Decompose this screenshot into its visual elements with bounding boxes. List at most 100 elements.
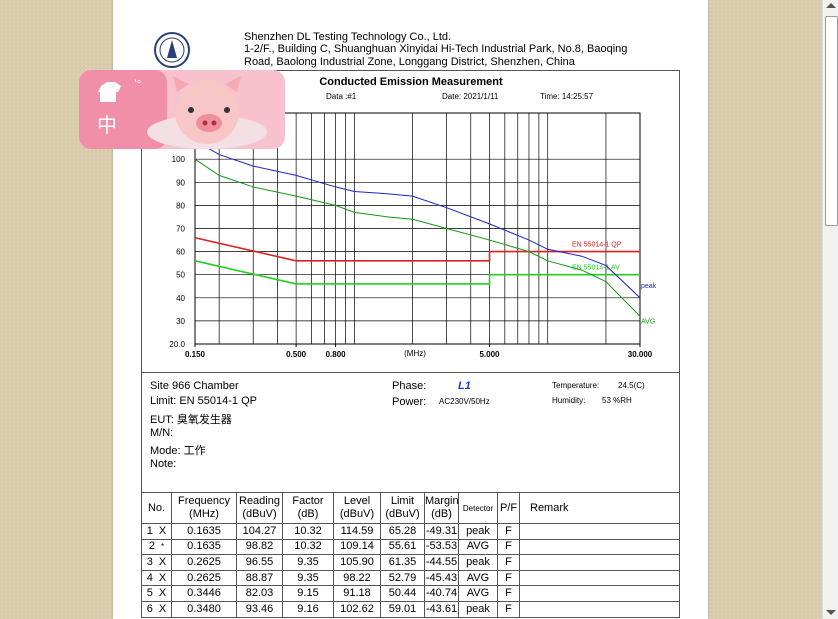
cell: -45.43 <box>424 569 459 587</box>
table-row: 2 * 0.1635 98.82 10.32 109.14 55.61 -53.53 AVG F <box>141 538 680 556</box>
subtitle: Data :#1 <box>326 92 357 101</box>
cell-text: 4 <box>146 571 153 584</box>
cell: 0.2625 <box>171 554 237 571</box>
cell-text: X <box>158 524 167 537</box>
x-axis-label: (MHz) <box>404 349 426 358</box>
header-text: Factor <box>292 495 324 507</box>
cell: 82.03 <box>236 585 283 602</box>
header-text: Limit <box>390 495 415 507</box>
cell <box>519 585 680 602</box>
cell: F <box>497 523 520 540</box>
column-header: Frequency (MHz) <box>171 492 237 524</box>
cell: -40.74 <box>424 585 459 602</box>
cell-text: * <box>161 542 165 552</box>
cell: 91.18 <box>333 585 381 602</box>
header-text: (dBuV) <box>385 508 420 520</box>
series-label: peak <box>641 283 657 290</box>
cell: 59.01 <box>380 600 425 618</box>
cell <box>519 600 680 618</box>
column-header: P/F <box>497 492 520 524</box>
header-text: (dBuV) <box>242 508 277 520</box>
header-text: (dBuV) <box>339 508 375 520</box>
mode: Mode: 工作 <box>150 445 206 457</box>
cell: F <box>497 554 520 571</box>
sticker-overlay[interactable]: ’° 中 <box>79 70 285 150</box>
series-label: EN 55014-1 QP <box>572 242 622 249</box>
cell: -43.61 <box>424 600 459 618</box>
site: Site 966 Chamber <box>150 380 239 392</box>
column-header: Reading (dBuV) <box>236 492 283 524</box>
cell: 104.27 <box>236 523 283 540</box>
cell: 105.90 <box>333 554 381 571</box>
cell: 0.2625 <box>171 569 237 587</box>
cell: 52.79 <box>380 569 425 587</box>
cell <box>519 538 680 556</box>
cell: F <box>497 585 520 602</box>
power-label: Power: <box>392 396 427 408</box>
cell-text: X <box>158 602 167 615</box>
series-line <box>194 236 640 262</box>
result-table: No. Frequency (MHz) Reading (dBuV) Factor (dB)… <box>141 492 680 618</box>
eut: EUT: 臭氧发生器 <box>150 414 232 426</box>
x-tick-label: 0.500 <box>286 350 307 359</box>
cell: 2 * <box>141 538 172 556</box>
cell: -44.55 <box>424 554 459 571</box>
cell: 88.87 <box>236 569 283 587</box>
cell-text: X <box>158 555 167 568</box>
series-label: EN 55014-1 AV <box>572 265 620 272</box>
cell: 55.61 <box>380 538 425 556</box>
header-text: Margin <box>425 495 459 507</box>
cell: F <box>497 538 520 556</box>
column-header: Limit (dBuV) <box>380 492 425 524</box>
cell: 10.32 <box>282 523 334 540</box>
y-tick-label: 30 <box>176 317 185 326</box>
limit: Limit: EN 55014-1 QP <box>150 395 257 407</box>
temp: 24.5(C) <box>618 381 645 390</box>
cell: AVG <box>458 585 498 602</box>
cell: 93.46 <box>236 600 283 618</box>
note: Note: <box>150 458 177 470</box>
cell <box>519 569 680 587</box>
cell: 10.32 <box>282 538 334 556</box>
cell: 0.1635 <box>171 538 237 556</box>
address: Road, Baolong Industrial Zone, Longgang … <box>244 56 575 68</box>
cell: 109.14 <box>333 538 381 556</box>
series-line <box>194 140 641 299</box>
y-tick-label: 60 <box>176 248 185 257</box>
cell: 9.35 <box>282 569 334 587</box>
cell-text: 6 <box>146 602 153 615</box>
cell: AVG <box>458 538 498 556</box>
header-text: (dB) <box>431 508 452 520</box>
y-tick-label: 20.0 <box>169 340 185 349</box>
table-row: 1 X 0.1635 104.27 10.32 114.59 65.28 -49.31 peak… <box>141 523 680 540</box>
cell: 9.15 <box>282 585 334 602</box>
y-tick-label: 40 <box>176 294 185 303</box>
header-text: Remark <box>530 501 569 514</box>
svg-text:’°: ’° <box>134 77 142 91</box>
cell: 98.82 <box>236 538 283 556</box>
column-header: Remark <box>519 492 680 524</box>
power: AC230V/50Hz <box>439 397 490 406</box>
cell: 9.16 <box>282 600 334 618</box>
company: Shenzhen DL Testing Technology Co., Ltd. <box>244 31 452 43</box>
scrollbar[interactable] <box>822 0 838 619</box>
cell: peak <box>458 523 498 540</box>
cell <box>519 523 680 540</box>
cell: F <box>497 600 520 618</box>
hum: 53 %RH <box>602 396 632 405</box>
cell: 102.62 <box>333 600 381 618</box>
header-text: Frequency <box>178 495 230 507</box>
y-tick-label: 100 <box>172 155 186 164</box>
mn: M/N: <box>150 427 174 439</box>
column-header: Level (dBuV) <box>333 492 381 524</box>
cell: -53.53 <box>424 538 459 556</box>
phase: L1 <box>458 380 471 392</box>
series-label: AVG <box>641 318 655 325</box>
header-text: (MHz) <box>189 508 219 520</box>
cell: F <box>497 569 520 587</box>
